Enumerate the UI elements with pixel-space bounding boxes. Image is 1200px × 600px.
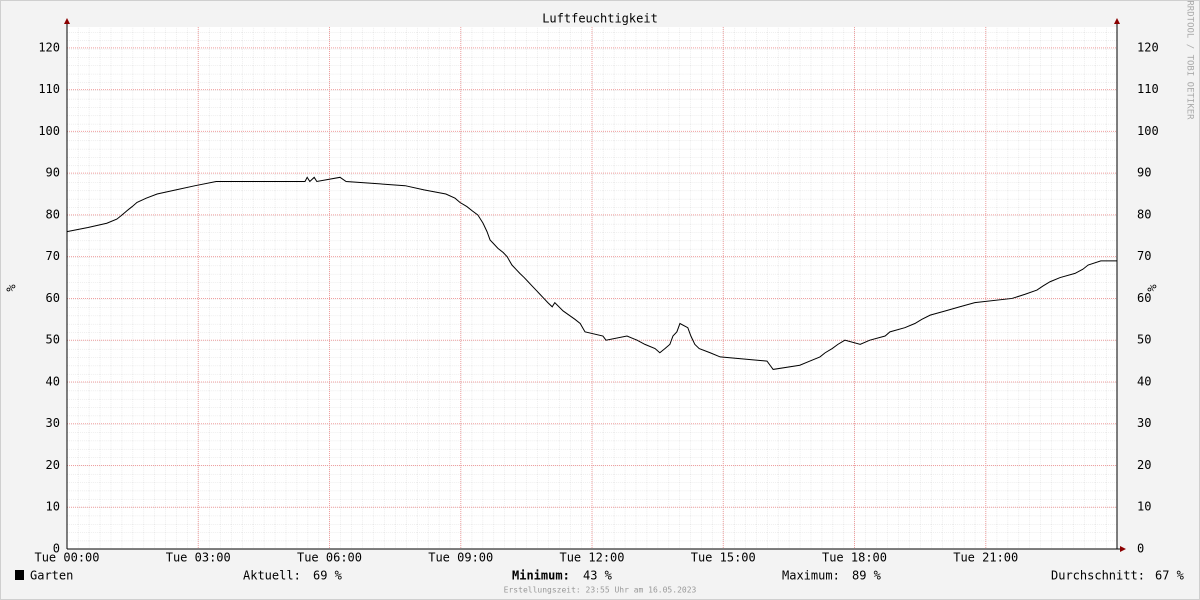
y-tick-label: 100 — [38, 124, 60, 138]
y2-tick-label: 20 — [1137, 458, 1151, 472]
x-tick-label: Tue 06:00 — [297, 551, 362, 565]
y-tick-label: 50 — [46, 333, 60, 347]
y-tick-label: 10 — [46, 500, 60, 514]
y-tick-label: 70 — [46, 249, 60, 263]
stat-label: Durchschnitt: — [1051, 569, 1145, 583]
y2-tick-label: 0 — [1137, 542, 1144, 556]
y-tick-label: 60 — [46, 291, 60, 305]
y-tick-label: 30 — [46, 416, 60, 430]
x-tick-label: Tue 03:00 — [166, 551, 231, 565]
y-tick-label: 80 — [46, 207, 60, 221]
y2-tick-label: 100 — [1137, 124, 1159, 138]
x-tick-label: Tue 00:00 — [34, 551, 99, 565]
y-tick-label: 0 — [53, 542, 60, 556]
stat-label: Maximum: — [782, 569, 840, 583]
y2-tick-label: 120 — [1137, 40, 1159, 54]
x-tick-label: Tue 15:00 — [691, 551, 756, 565]
y2-axis-label: % — [1145, 284, 1159, 292]
legend-swatch — [15, 570, 24, 580]
watermark: RRDTOOL / TOBI OETIKER — [1185, 0, 1195, 120]
stat-value: 69 % — [313, 569, 343, 583]
axis-arrow — [64, 18, 70, 24]
stat-value: 43 % — [583, 569, 613, 583]
y-tick-label: 110 — [38, 82, 60, 96]
x-tick-label: Tue 09:00 — [428, 551, 493, 565]
x-tick-label: Tue 21:00 — [953, 551, 1018, 565]
y2-tick-label: 60 — [1137, 291, 1151, 305]
axis-arrow — [1114, 18, 1120, 24]
y2-tick-label: 70 — [1137, 249, 1151, 263]
chart-title: Luftfeuchtigkeit — [542, 12, 658, 26]
y2-tick-label: 30 — [1137, 416, 1151, 430]
y2-tick-label: 50 — [1137, 333, 1151, 347]
axis-arrow — [1120, 546, 1126, 552]
stat-label: Aktuell: — [243, 569, 301, 583]
x-tick-label: Tue 12:00 — [559, 551, 624, 565]
y2-tick-label: 90 — [1137, 166, 1151, 180]
stat-value: 89 % — [852, 569, 882, 583]
footer: Erstellungszeit: 23:55 Uhr am 16.05.2023 — [504, 586, 697, 595]
y-axis-label: % — [4, 284, 18, 292]
stat-label: Minimum: — [512, 569, 570, 583]
y-tick-label: 20 — [46, 458, 60, 472]
x-tick-label: Tue 18:00 — [822, 551, 887, 565]
y2-tick-label: 40 — [1137, 374, 1151, 388]
y-tick-label: 120 — [38, 40, 60, 54]
stat-value: 67 % — [1155, 569, 1185, 583]
y-tick-label: 40 — [46, 374, 60, 388]
legend-label: Garten — [30, 569, 73, 583]
y2-tick-label: 110 — [1137, 82, 1159, 96]
y2-tick-label: 80 — [1137, 207, 1151, 221]
line — [66, 176, 1117, 370]
y-tick-label: 90 — [46, 166, 60, 180]
y2-tick-label: 10 — [1137, 500, 1151, 514]
